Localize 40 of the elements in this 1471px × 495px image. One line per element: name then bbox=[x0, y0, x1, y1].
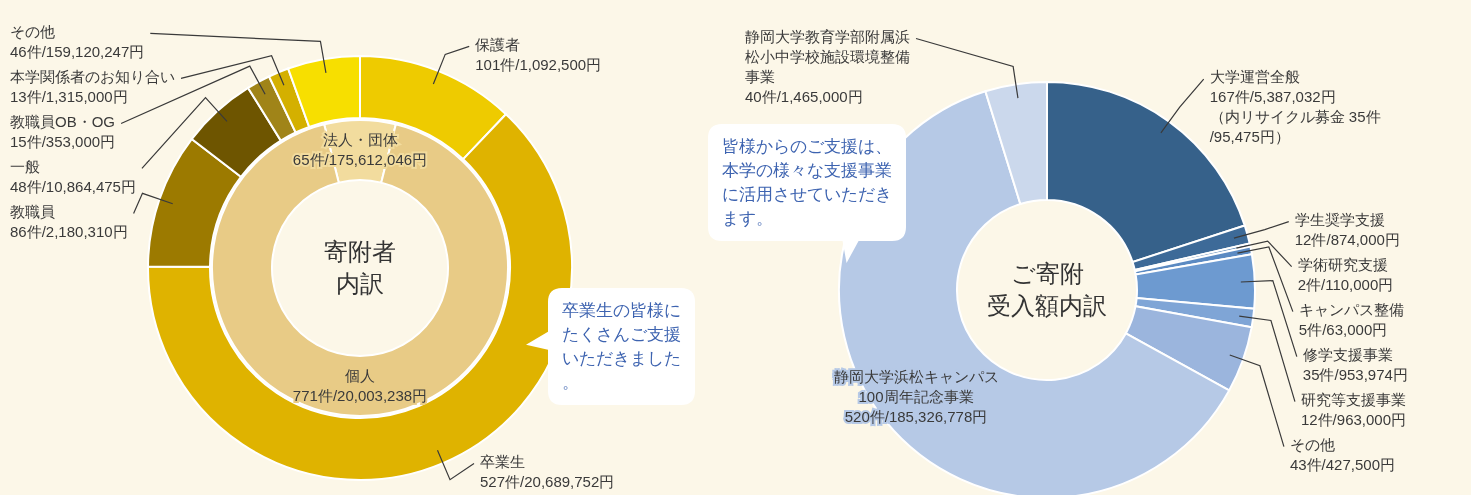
slice-label: 静岡大学浜松キャンパス100周年記念事業 bbox=[833, 368, 999, 406]
slice-label: 学術研究支援 bbox=[1297, 255, 1388, 273]
slice-label: 研究等支援事業 bbox=[1300, 390, 1406, 408]
data-label: 65件/175,612,046円 bbox=[292, 151, 428, 169]
data-label: 520件/185,326,778円 bbox=[844, 408, 988, 426]
data-label: 35件/953,974円 bbox=[1302, 365, 1408, 383]
data-label: 12件/874,000円 bbox=[1294, 230, 1400, 248]
data-label: 40件/1,465,000円 bbox=[745, 87, 863, 105]
slice-label: 保護者 bbox=[475, 35, 521, 53]
data-label: 771件/20,003,238円 bbox=[292, 387, 428, 405]
data-label: 12件/963,000円 bbox=[1300, 410, 1407, 428]
data-label: 43件/427,500円 bbox=[1289, 455, 1395, 473]
slice-label: その他 bbox=[10, 22, 55, 40]
data-label: 101件/1,092,500円 bbox=[475, 55, 602, 73]
data-label: 86件/2,180,310円 bbox=[10, 222, 128, 240]
slice-label: 個人 bbox=[345, 367, 375, 385]
data-label: 2件/110,000円 bbox=[1297, 275, 1394, 293]
slice-label: キャンパス整備 bbox=[1298, 300, 1404, 318]
slice-label: 本学関係者のお知り合い bbox=[10, 67, 175, 85]
data-label: 13件/1,315,000円 bbox=[10, 87, 128, 105]
slice-label: 教職員 bbox=[10, 202, 55, 220]
slice-label: 一般 bbox=[10, 157, 40, 175]
slice-label: 教職員OB・OG bbox=[10, 112, 116, 130]
slice-label: 大学運営全般 bbox=[1209, 68, 1300, 86]
data-label: 5件/63,000円 bbox=[1298, 320, 1388, 338]
data-label: 527件/20,689,752円 bbox=[480, 472, 615, 490]
data-label: 48件/10,864,475円 bbox=[10, 177, 136, 195]
data-label: 15件/353,000円 bbox=[10, 132, 116, 150]
slice-label: 静岡大学教育学部附属浜松小中学校施設環境整備事業 bbox=[745, 27, 910, 85]
text: 皆様からのご支援は、本学の様々な支援事業に活用させていただきます。 bbox=[722, 137, 892, 229]
slice-label: 卒業生 bbox=[480, 452, 526, 470]
text: 寄附者内訳 bbox=[324, 238, 396, 298]
slice-label: 法人・団体 bbox=[322, 131, 398, 149]
slice-label: 修学支援事業 bbox=[1302, 345, 1393, 363]
text: ご寄附受入額内訳 bbox=[987, 260, 1107, 320]
data-label: 167件/5,387,032円（内リサイクル募金 35件/95,475円） bbox=[1209, 88, 1381, 146]
slice-label: その他 bbox=[1289, 435, 1335, 453]
data-label: 46件/159,120,247円 bbox=[10, 42, 145, 60]
slice-label: 学生奨学支援 bbox=[1294, 210, 1385, 228]
text: 卒業生の皆様にたくさんご支援いただきました。 bbox=[562, 301, 681, 393]
